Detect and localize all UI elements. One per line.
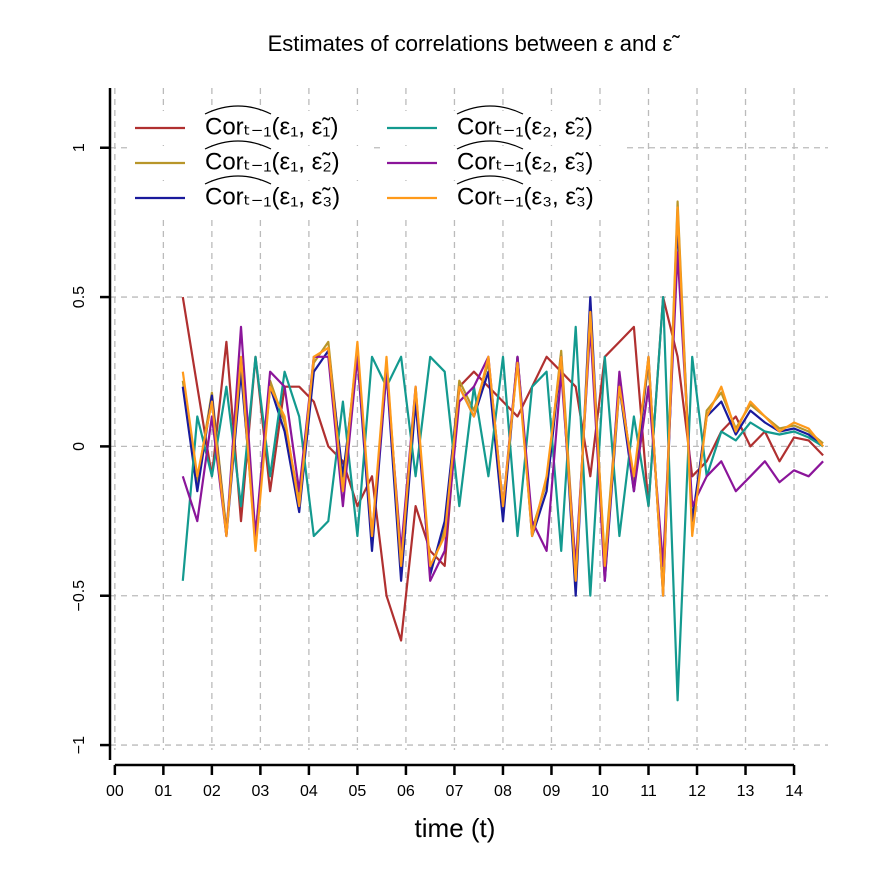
legend-label: Corₜ₋₁(ε₁, ε̃₁) — [205, 113, 338, 140]
x-axis-label: time (t) — [415, 813, 496, 843]
x-tick-label: 06 — [397, 783, 415, 800]
y-tick-label: 1 — [71, 143, 88, 152]
y-tick-label: −0.5 — [71, 580, 88, 612]
x-tick-label: 08 — [494, 783, 512, 800]
x-tick-label: 13 — [737, 783, 755, 800]
x-tick-label: 03 — [251, 783, 269, 800]
legend-label: Corₜ₋₁(ε₁, ε̃₃) — [205, 183, 340, 210]
legend-hat — [456, 175, 524, 185]
legend-hat — [204, 175, 272, 185]
x-tick-label: 11 — [640, 783, 657, 800]
y-tick-label: 0 — [71, 442, 88, 451]
x-tick-label: 02 — [203, 783, 221, 800]
legend-hat — [456, 140, 524, 150]
legend-hat — [204, 105, 272, 115]
legend-label: Corₜ₋₁(ε₂, ε̃₂) — [457, 113, 593, 140]
series-line — [181, 296, 824, 702]
x-tick-label: 07 — [446, 783, 464, 800]
series-line — [181, 206, 824, 597]
y-tick-label: 0.5 — [71, 286, 88, 308]
legend-hat — [456, 105, 524, 115]
legend-label: Corₜ₋₁(ε₂, ε̃₃) — [457, 148, 593, 175]
legend-hat — [204, 140, 272, 150]
x-tick-label: 10 — [591, 783, 609, 800]
y-tick-label: −1 — [71, 736, 88, 754]
x-tick-label: 09 — [543, 783, 561, 800]
x-tick-label: 14 — [785, 783, 803, 800]
x-tick-label: 05 — [349, 783, 367, 800]
chart-title: Estimates of correlations between ε and … — [268, 31, 681, 56]
legend-label: Corₜ₋₁(ε₁, ε̃₂) — [205, 148, 340, 175]
legend-label: Corₜ₋₁(ε₃, ε̃₃) — [457, 183, 594, 210]
series-line — [181, 221, 824, 597]
x-tick-label: 04 — [300, 783, 318, 800]
x-tick-label: 01 — [154, 783, 172, 800]
x-tick-label: 12 — [688, 783, 706, 800]
x-tick-label: 00 — [106, 783, 124, 800]
